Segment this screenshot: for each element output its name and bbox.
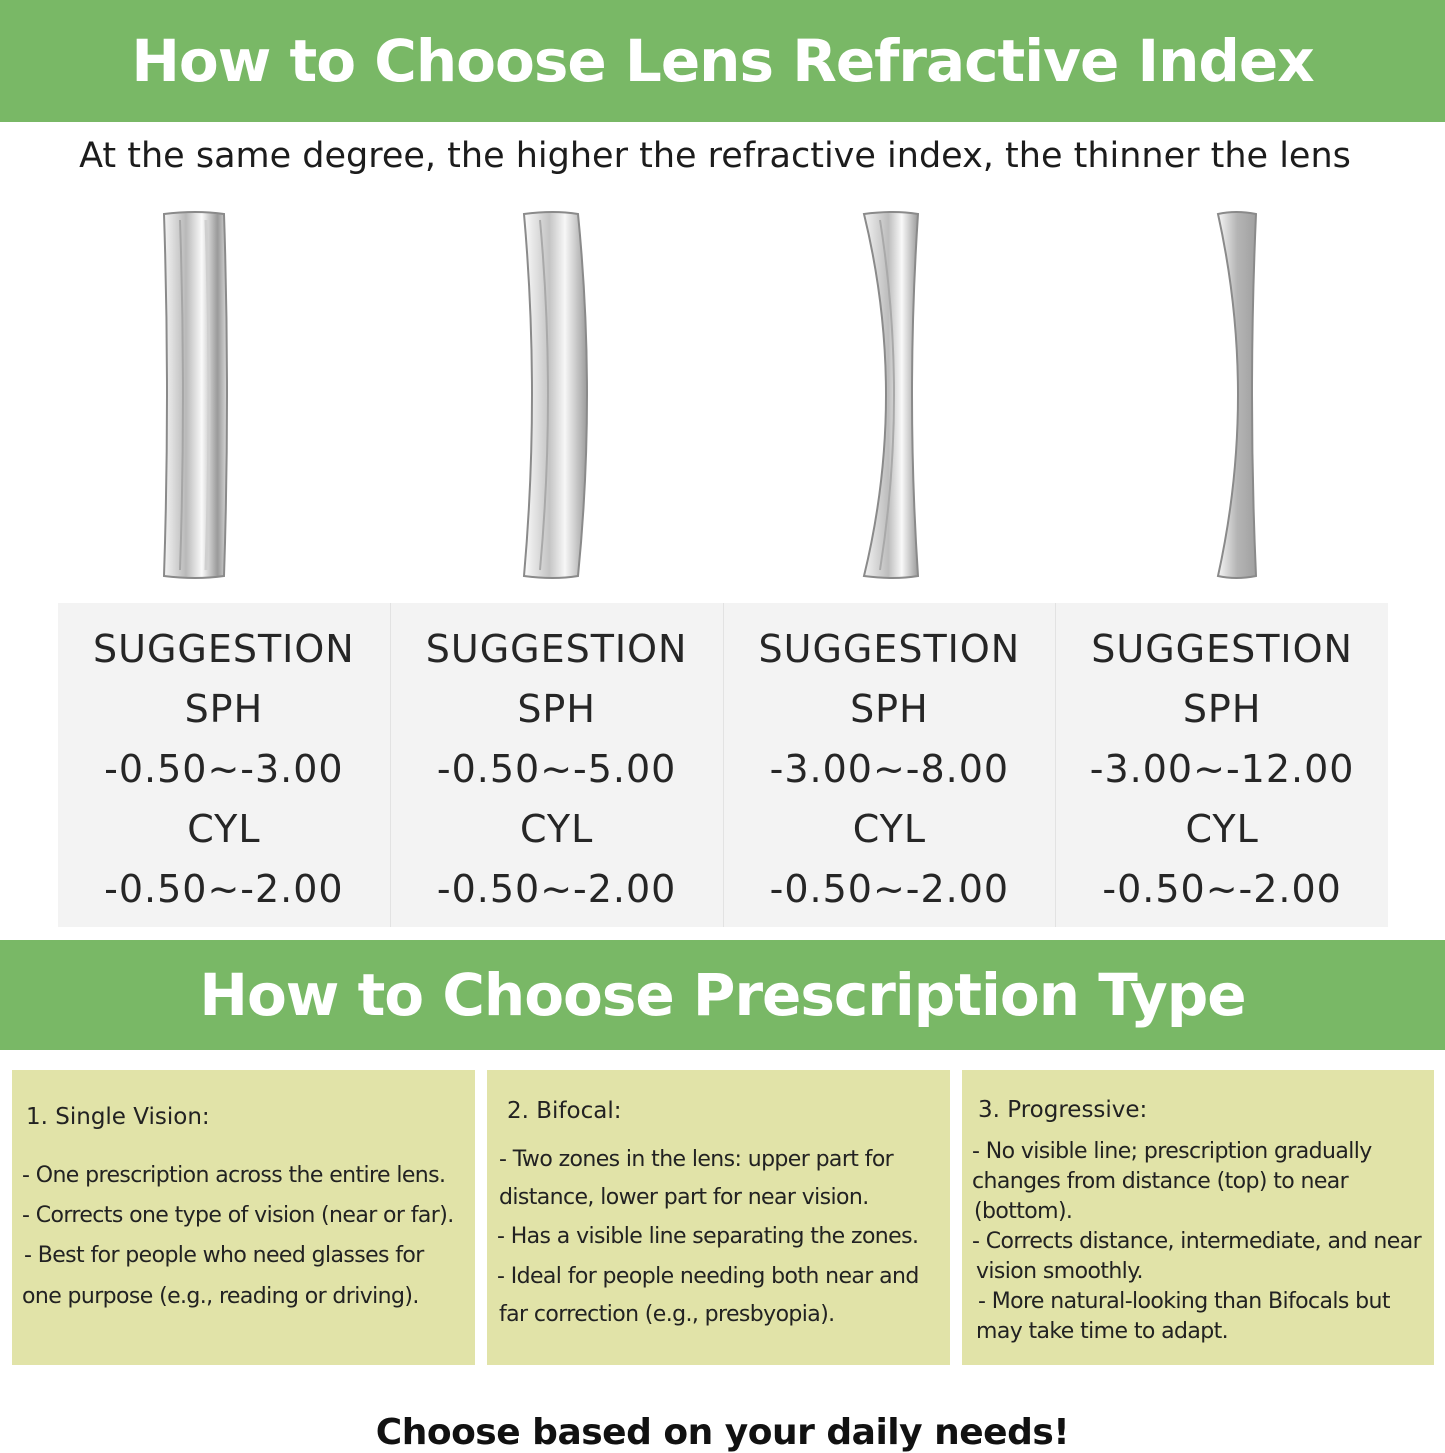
cyl-range: -0.50~-2.00 <box>769 867 1010 911</box>
single-vision-card: 1. Single Vision: - One prescription acr… <box>12 1070 475 1365</box>
card-line: - Has a visible line separating the zone… <box>497 1224 919 1249</box>
card-line: far correction (e.g., presbyopia). <box>499 1302 835 1327</box>
card-line: - Best for people who need glasses for <box>24 1243 424 1268</box>
cyl-label: CYL <box>1185 807 1259 851</box>
refractive-index-subtitle: At the same degree, the higher the refra… <box>79 136 1351 176</box>
suggestion-heading: SUGGESTION <box>425 627 688 671</box>
sph-label: SPH <box>184 687 264 731</box>
refractive-index-banner: How to Choose Lens Refractive Index <box>0 0 1445 122</box>
sph-range: -3.00~-8.00 <box>769 747 1010 791</box>
sph-label: SPH <box>1182 687 1262 731</box>
cyl-range: -0.50~-2.00 <box>436 867 677 911</box>
sph-range: -3.00~-12.00 <box>1089 747 1355 791</box>
lens-thickest-icon <box>158 210 232 580</box>
bifocal-card: 2. Bifocal: - Two zones in the lens: upp… <box>487 1070 950 1365</box>
refractive-index-title: How to Choose Lens Refractive Index <box>131 27 1314 95</box>
cyl-label: CYL <box>852 807 926 851</box>
card-title: 2. Bifocal: <box>507 1098 622 1124</box>
card-line: may take time to adapt. <box>976 1319 1229 1344</box>
footer-tagline: Choose based on your daily needs! <box>375 1412 1070 1453</box>
sph-label: SPH <box>850 687 929 731</box>
suggestion-heading: SUGGESTION <box>1091 627 1353 671</box>
sph-range: -0.50~-3.00 <box>104 747 344 791</box>
card-line: distance, lower part for near vision. <box>499 1185 869 1210</box>
prescription-type-banner: How to Choose Prescription Type <box>0 940 1445 1050</box>
card-line: vision smoothly. <box>976 1259 1143 1284</box>
card-line: - Two zones in the lens: upper part for <box>499 1147 894 1172</box>
sph-label: SPH <box>517 687 596 731</box>
sph-range: -0.50~-5.00 <box>436 747 677 791</box>
suggestion-heading: SUGGESTION <box>93 627 355 671</box>
card-line: changes from distance (top) to near <box>972 1169 1349 1194</box>
card-line: - Corrects distance, intermediate, and n… <box>972 1229 1422 1254</box>
card-line: one purpose (e.g., reading or driving). <box>22 1284 419 1309</box>
suggestion-heading: SUGGESTION <box>758 627 1021 671</box>
card-line: (bottom). <box>974 1199 1073 1224</box>
card-line: - No visible line; prescription graduall… <box>972 1139 1372 1164</box>
cyl-label: CYL <box>520 807 594 851</box>
progressive-card: 3. Progressive: - No visible line; presc… <box>962 1070 1434 1365</box>
suggestion-column: SUGGESTION SPH -3.00~-12.00 CYL -0.50~-2… <box>1056 603 1388 927</box>
card-line: - One prescription across the entire len… <box>22 1163 446 1188</box>
lens-thinnest-icon <box>1214 210 1264 580</box>
lens-thin-icon <box>860 210 934 580</box>
prescription-type-title: How to Choose Prescription Type <box>199 961 1246 1029</box>
card-line: - Ideal for people needing both near and <box>497 1264 919 1289</box>
lens-thick-icon <box>520 210 594 580</box>
card-line: - More natural-looking than Bifocals but <box>978 1289 1391 1314</box>
cyl-label: CYL <box>187 807 261 851</box>
card-line: - Corrects one type of vision (near or f… <box>22 1203 454 1228</box>
suggestion-column: SUGGESTION SPH -0.50~-3.00 CYL -0.50~-2.… <box>58 603 391 927</box>
suggestion-table: SUGGESTION SPH -0.50~-3.00 CYL -0.50~-2.… <box>58 603 1388 927</box>
card-title: 3. Progressive: <box>978 1097 1148 1123</box>
cyl-range: -0.50~-2.00 <box>104 867 344 911</box>
suggestion-column: SUGGESTION SPH -3.00~-8.00 CYL -0.50~-2.… <box>724 603 1057 927</box>
card-title: 1. Single Vision: <box>26 1104 210 1130</box>
suggestion-column: SUGGESTION SPH -0.50~-5.00 CYL -0.50~-2.… <box>391 603 724 927</box>
cyl-range: -0.50~-2.00 <box>1102 867 1342 911</box>
